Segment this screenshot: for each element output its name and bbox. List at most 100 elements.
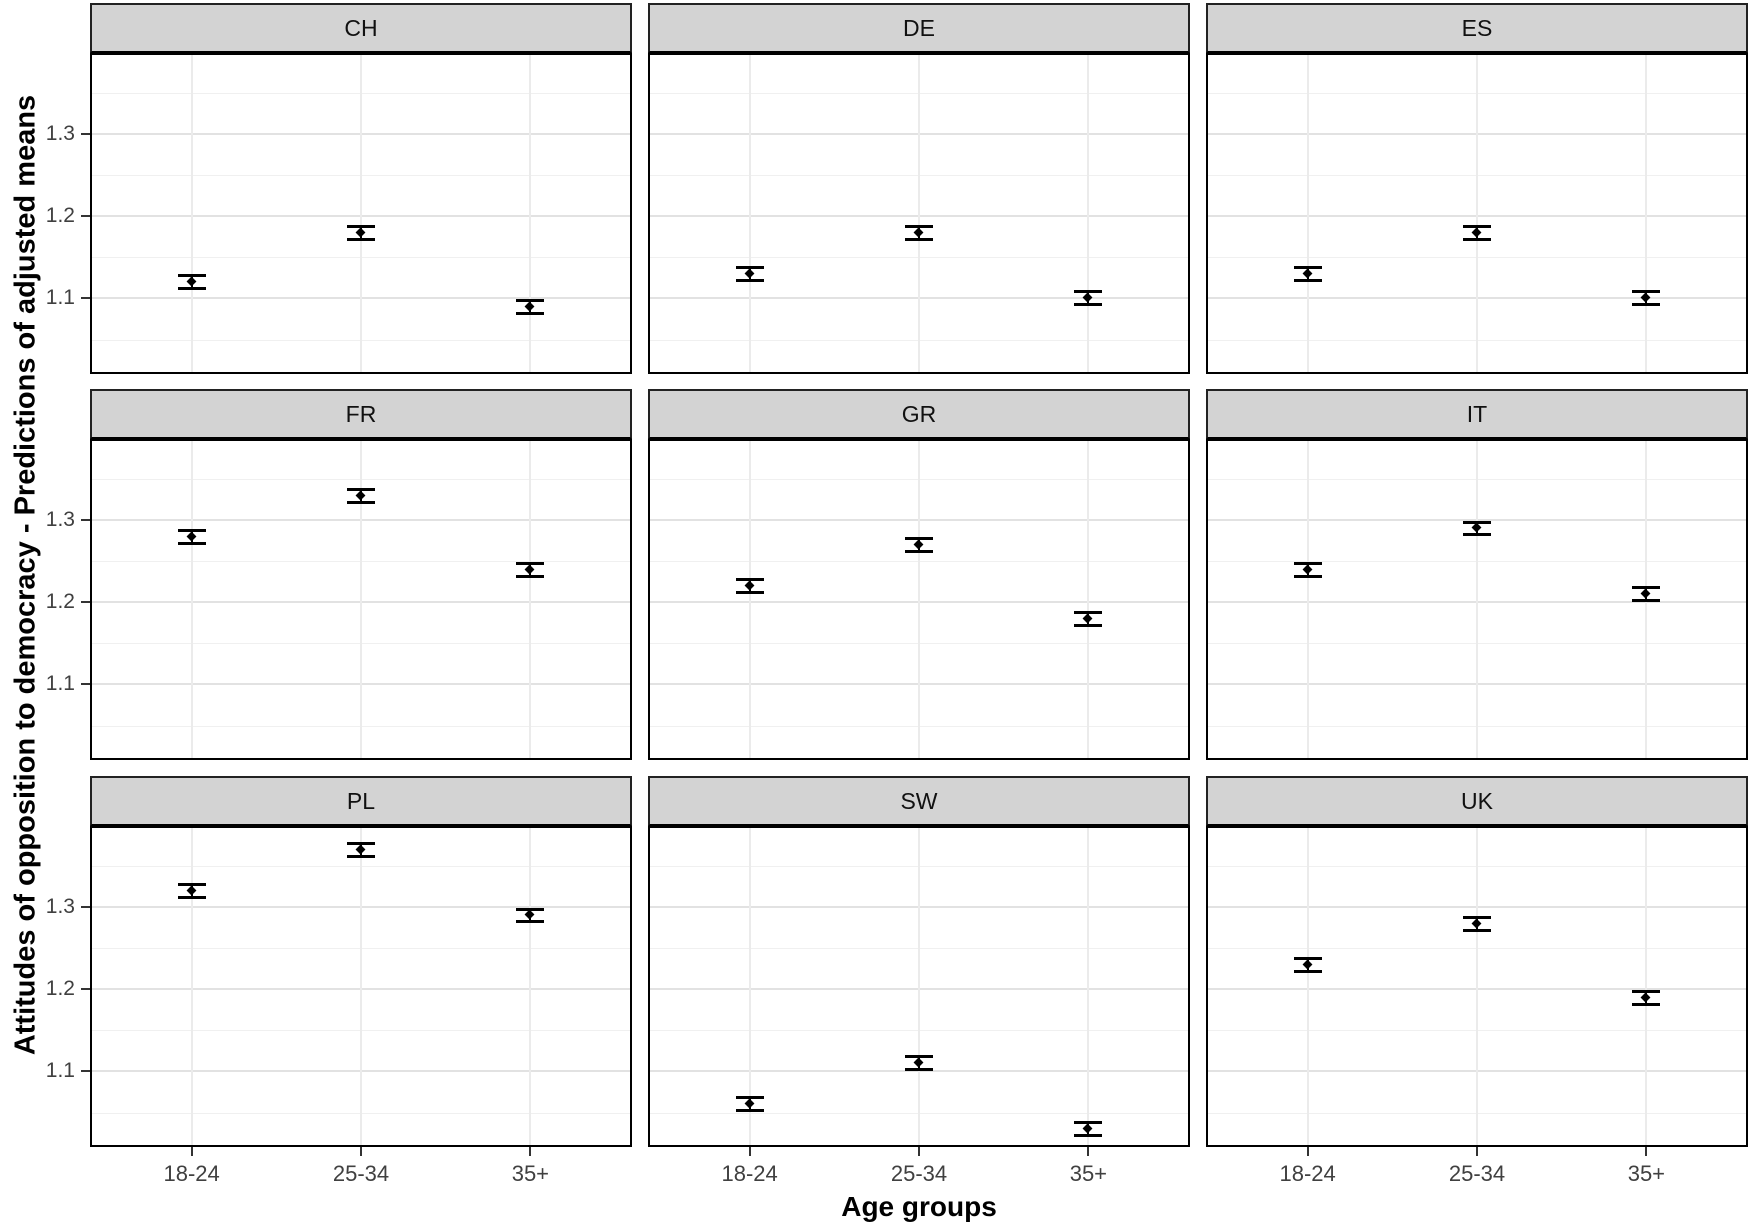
y-tick-mark bbox=[81, 1070, 90, 1073]
error-bar-cap-top bbox=[1074, 1120, 1103, 1124]
point-marker bbox=[913, 1057, 924, 1068]
point-marker bbox=[524, 301, 535, 312]
point-marker bbox=[744, 268, 755, 279]
error-bar-cap-top bbox=[347, 487, 375, 491]
error-bar-cap-top bbox=[905, 224, 933, 228]
error-bar-cap-bottom bbox=[347, 500, 375, 504]
error-bar-cap-top bbox=[735, 577, 764, 581]
error-bar-cap-top bbox=[1632, 290, 1661, 294]
x-tick-mark bbox=[190, 1147, 193, 1156]
y-tick-label: 1.3 bbox=[45, 122, 75, 146]
y-tick-label: 1.2 bbox=[45, 204, 75, 228]
point-marker bbox=[913, 539, 924, 550]
gridline-v bbox=[1645, 826, 1648, 1147]
point-marker bbox=[1471, 523, 1482, 533]
x-tick-mark bbox=[918, 1147, 920, 1156]
error-bar-cap-bottom bbox=[516, 311, 545, 315]
facet-label: CH bbox=[344, 14, 378, 41]
panel bbox=[1206, 53, 1748, 374]
x-tick-label: 18-24 bbox=[1279, 1161, 1336, 1186]
gridline-v bbox=[748, 826, 751, 1147]
gridline-v bbox=[190, 439, 193, 760]
gridline-v bbox=[190, 826, 193, 1147]
gridline-v bbox=[360, 53, 362, 374]
error-bar-cap-bottom bbox=[1293, 278, 1322, 282]
facet-label: IT bbox=[1466, 400, 1488, 427]
facet-strip: IT bbox=[1206, 389, 1748, 439]
error-bar-cap-bottom bbox=[1632, 1002, 1661, 1006]
error-bar-cap-top bbox=[177, 882, 206, 886]
gridline-v bbox=[748, 53, 751, 374]
x-tick-label: 25-34 bbox=[890, 1161, 948, 1186]
panel bbox=[1206, 826, 1748, 1147]
point-marker bbox=[1082, 1123, 1093, 1134]
error-bar-cap-top bbox=[1074, 290, 1103, 294]
x-tick-label: 35+ bbox=[1069, 1161, 1108, 1186]
x-tick-mark bbox=[1645, 1147, 1648, 1156]
y-tick-mark bbox=[81, 906, 90, 909]
gridline-v bbox=[1476, 53, 1478, 374]
error-bar-cap-bottom bbox=[1293, 574, 1322, 578]
point-marker bbox=[1302, 564, 1313, 574]
error-bar-cap-top bbox=[1463, 520, 1491, 524]
y-tick-label: 1.2 bbox=[45, 590, 75, 614]
x-tick-label: 25-34 bbox=[1448, 1161, 1506, 1186]
error-bar-cap-bottom bbox=[1463, 533, 1491, 537]
x-tick-mark bbox=[1306, 1147, 1309, 1156]
point-marker bbox=[186, 276, 197, 287]
facet-strip: GR bbox=[648, 389, 1190, 439]
y-tick-mark bbox=[81, 297, 90, 300]
x-tick-label: 25-34 bbox=[332, 1161, 390, 1186]
y-tick-label: 1.1 bbox=[45, 286, 75, 310]
error-bar-cap-top bbox=[1293, 956, 1322, 960]
y-tick-mark bbox=[81, 601, 90, 604]
error-bar-cap-bottom bbox=[1074, 623, 1103, 627]
error-bar-cap-top bbox=[1632, 586, 1661, 590]
error-bar-cap-bottom bbox=[177, 541, 206, 545]
error-bar-cap-bottom bbox=[1632, 599, 1661, 603]
x-tick-label: 18-24 bbox=[163, 1161, 220, 1186]
point-marker bbox=[355, 844, 366, 855]
facet-strip: ES bbox=[1206, 3, 1748, 53]
point-marker bbox=[744, 580, 755, 591]
facet-strip: DE bbox=[648, 3, 1190, 53]
point-marker bbox=[1082, 613, 1093, 624]
point-marker bbox=[186, 885, 197, 896]
facet-strip: UK bbox=[1206, 776, 1748, 826]
point-marker bbox=[1302, 268, 1313, 279]
y-tick-mark bbox=[81, 683, 90, 686]
error-bar-cap-top bbox=[1293, 265, 1322, 269]
panel bbox=[1206, 439, 1748, 760]
gridline-v bbox=[360, 439, 362, 760]
y-tick-mark bbox=[81, 519, 90, 522]
x-tick-label: 35+ bbox=[511, 1161, 550, 1186]
error-bar-cap-top bbox=[516, 907, 545, 911]
error-bar-cap-bottom bbox=[347, 237, 375, 241]
error-bar-cap-top bbox=[1463, 915, 1491, 919]
error-bar-cap-top bbox=[516, 298, 545, 302]
x-tick-mark bbox=[529, 1147, 532, 1156]
y-tick-label: 1.1 bbox=[45, 672, 75, 696]
point-marker bbox=[1640, 992, 1651, 1003]
facet-label: SW bbox=[900, 787, 938, 814]
gridline-v bbox=[1476, 826, 1478, 1147]
x-axis-title: Age groups bbox=[841, 1191, 997, 1222]
gridline-v bbox=[529, 53, 532, 374]
gridline-v bbox=[918, 53, 920, 374]
panel bbox=[648, 53, 1190, 374]
panel bbox=[648, 826, 1190, 1147]
error-bar-cap-top bbox=[177, 528, 206, 532]
gridline-v bbox=[360, 826, 362, 1147]
point-marker bbox=[186, 531, 197, 542]
gridline-v bbox=[1306, 826, 1309, 1147]
error-bar-cap-bottom bbox=[735, 1109, 764, 1113]
point-marker bbox=[1471, 918, 1482, 929]
error-bar-cap-top bbox=[1463, 224, 1491, 228]
facet-strip: CH bbox=[90, 3, 632, 53]
error-bar-cap-top bbox=[177, 274, 206, 278]
error-bar-cap-bottom bbox=[1074, 303, 1103, 307]
error-bar-cap-bottom bbox=[905, 1068, 933, 1072]
error-bar-cap-top bbox=[1632, 989, 1661, 993]
error-bar-cap-top bbox=[347, 224, 375, 228]
